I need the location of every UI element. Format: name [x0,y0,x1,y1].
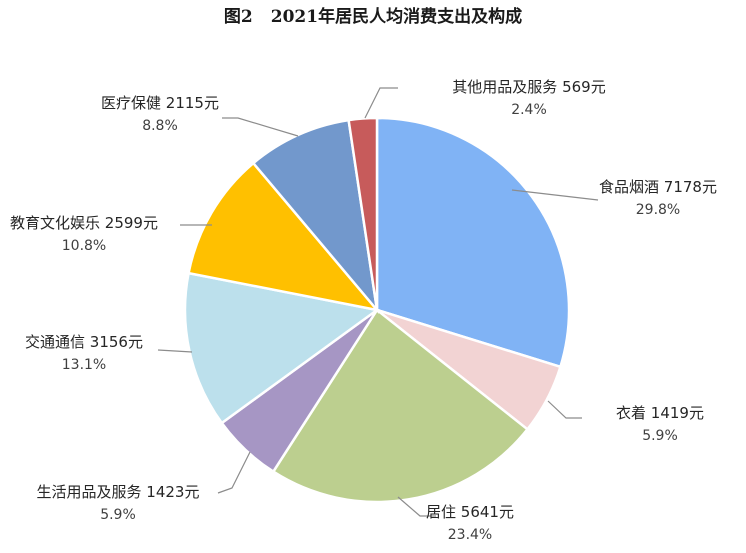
slice-label-clothing: 衣着 1419元 [616,404,704,422]
slice-percent-transport: 13.1% [62,357,106,373]
pie-slice-food [375,116,571,369]
slice-label-daily-goods: 生活用品及服务 1423元 [37,483,200,501]
slice-percent-other: 2.4% [511,102,547,118]
slice-percent-clothing: 5.9% [642,428,678,444]
slice-percent-health: 8.8% [142,118,178,134]
slice-percent-food: 29.8% [636,202,680,218]
slice-label-transport: 交通通信 3156元 [25,333,143,351]
pie-slice-education [187,161,381,312]
leader-line-transport [157,349,193,353]
slice-label-education: 教育文化娱乐 2599元 [10,214,158,232]
leader-line-health [222,117,299,137]
leader-line-clothing [547,400,582,419]
chart-title: 图2 2021年居民人均消费支出及构成 [0,2,746,27]
leader-line-daily-goods [217,451,251,494]
slice-label-other: 其他用品及服务 569元 [452,78,605,96]
pie-slice-housing [271,308,530,504]
figure-title: 2021年居民人均消费支出及构成 [270,7,523,27]
leader-line-housing [397,496,436,517]
slice-label-health: 医疗保健 2115元 [101,94,219,112]
slice-label-housing: 居住 5641元 [426,503,514,521]
leader-line-food [511,189,599,201]
slice-percent-education: 10.8% [62,238,106,254]
pie-slice-other [347,116,379,311]
figure-number: 图2 [223,7,253,27]
pie-slice-health [251,118,379,315]
leader-line-other [364,87,398,119]
slice-percent-housing: 23.4% [448,527,492,543]
slice-label-food: 食品烟酒 7178元 [599,178,717,196]
slice-percent-daily-goods: 5.9% [100,507,136,523]
